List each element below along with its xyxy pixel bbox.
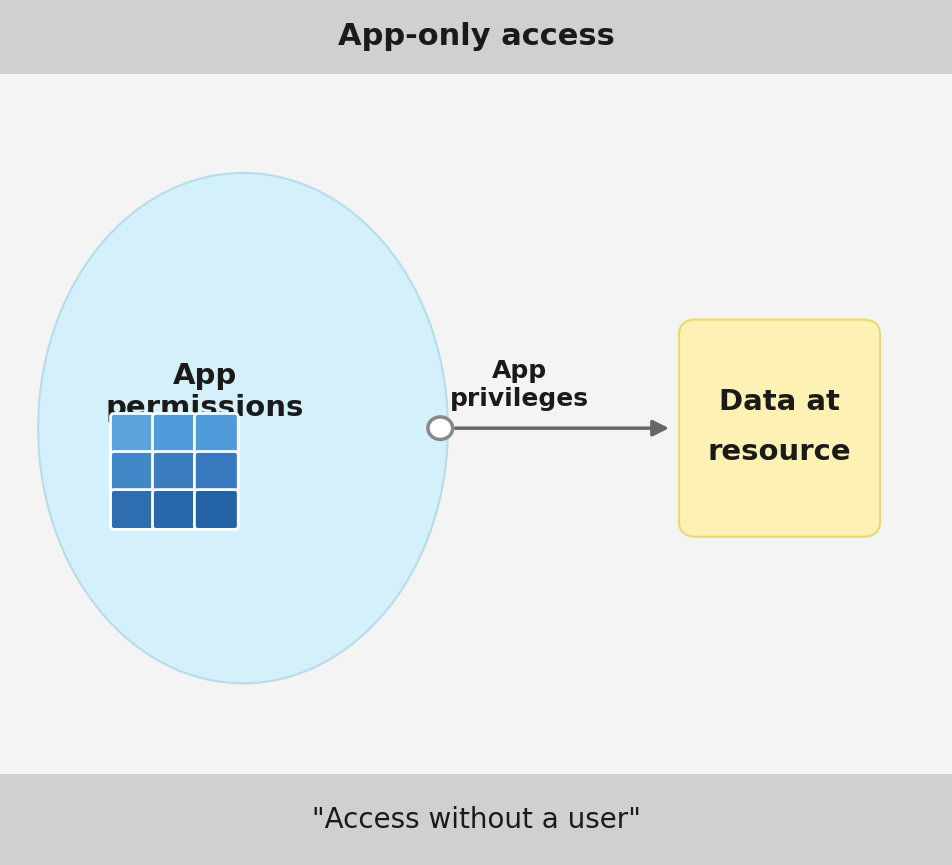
Text: App-only access: App-only access [338,22,614,51]
Text: "Access without a user": "Access without a user" [311,805,641,834]
FancyBboxPatch shape [152,413,196,453]
Text: Data at: Data at [719,388,839,416]
FancyBboxPatch shape [0,0,952,74]
FancyBboxPatch shape [194,413,238,453]
FancyBboxPatch shape [110,413,154,453]
FancyBboxPatch shape [110,490,154,529]
Text: resource: resource [707,439,850,466]
FancyBboxPatch shape [0,74,952,774]
FancyBboxPatch shape [678,319,879,536]
FancyBboxPatch shape [152,452,196,491]
Text: App
privileges: App privileges [449,359,588,411]
FancyBboxPatch shape [110,452,154,491]
Text: permissions: permissions [106,394,304,422]
Text: App: App [172,362,237,390]
FancyBboxPatch shape [194,490,238,529]
FancyBboxPatch shape [194,452,238,491]
FancyBboxPatch shape [0,774,952,865]
Ellipse shape [38,173,447,683]
FancyBboxPatch shape [152,490,196,529]
Circle shape [427,417,452,439]
